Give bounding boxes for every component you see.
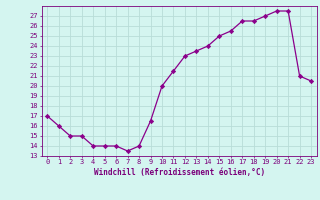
X-axis label: Windchill (Refroidissement éolien,°C): Windchill (Refroidissement éolien,°C)	[94, 168, 265, 177]
